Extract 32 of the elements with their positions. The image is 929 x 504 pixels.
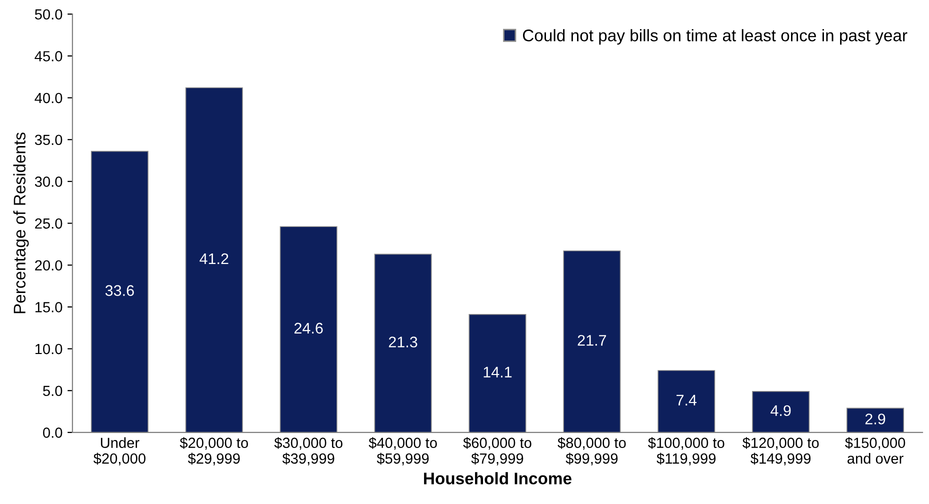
x-tick-label: $30,000 to $39,999 (274, 437, 342, 466)
data-label: 2.9 (865, 414, 886, 424)
y-tick-label: 0.0 (43, 428, 62, 438)
y-tick-label: 40.0 (34, 92, 62, 104)
y-tick-label: 30.0 (34, 176, 62, 187)
x-axis-title: Household Income (424, 472, 572, 484)
data-label: 14.1 (484, 366, 512, 378)
y-tick-label: 35.0 (34, 134, 62, 146)
data-label: 4.9 (770, 405, 791, 416)
x-tick-label: $150,000 and over (845, 437, 906, 464)
x-tick-label: Under $20,000 (93, 437, 146, 466)
data-label: 24.6 (294, 322, 323, 334)
x-tick-label: $80,000 to $99,999 (558, 437, 626, 466)
x-tick-label: $100,000 to $119,999 (648, 437, 724, 466)
y-tick-label: 25.0 (35, 218, 62, 229)
legend-label: Could not pay bills on time at least once in past year (522, 29, 908, 45)
y-tick-label: 45.0 (34, 51, 62, 62)
y-tick-label: 5.0 (43, 386, 62, 396)
data-label: 41.2 (200, 253, 228, 264)
data-label: 21.3 (388, 336, 418, 348)
y-tick-label: 20.0 (35, 260, 62, 271)
y-tick-label: 10.0 (35, 344, 62, 354)
x-tick-label: $20,000 to $29,999 (180, 437, 248, 466)
y-axis-title: Percentage of Residents (13, 132, 29, 314)
y-tick-label: 15.0 (35, 302, 62, 312)
x-tick-label: $40,000 to $59,999 (368, 437, 437, 466)
data-label: 21.7 (578, 334, 606, 346)
data-label: 7.4 (676, 394, 697, 406)
x-tick-label: $120,000 to $149,999 (742, 437, 819, 466)
x-tick-label: $60,000 to $79,999 (463, 437, 532, 466)
data-label: 33.6 (105, 285, 134, 296)
y-tick-label: 50.0 (34, 9, 62, 20)
